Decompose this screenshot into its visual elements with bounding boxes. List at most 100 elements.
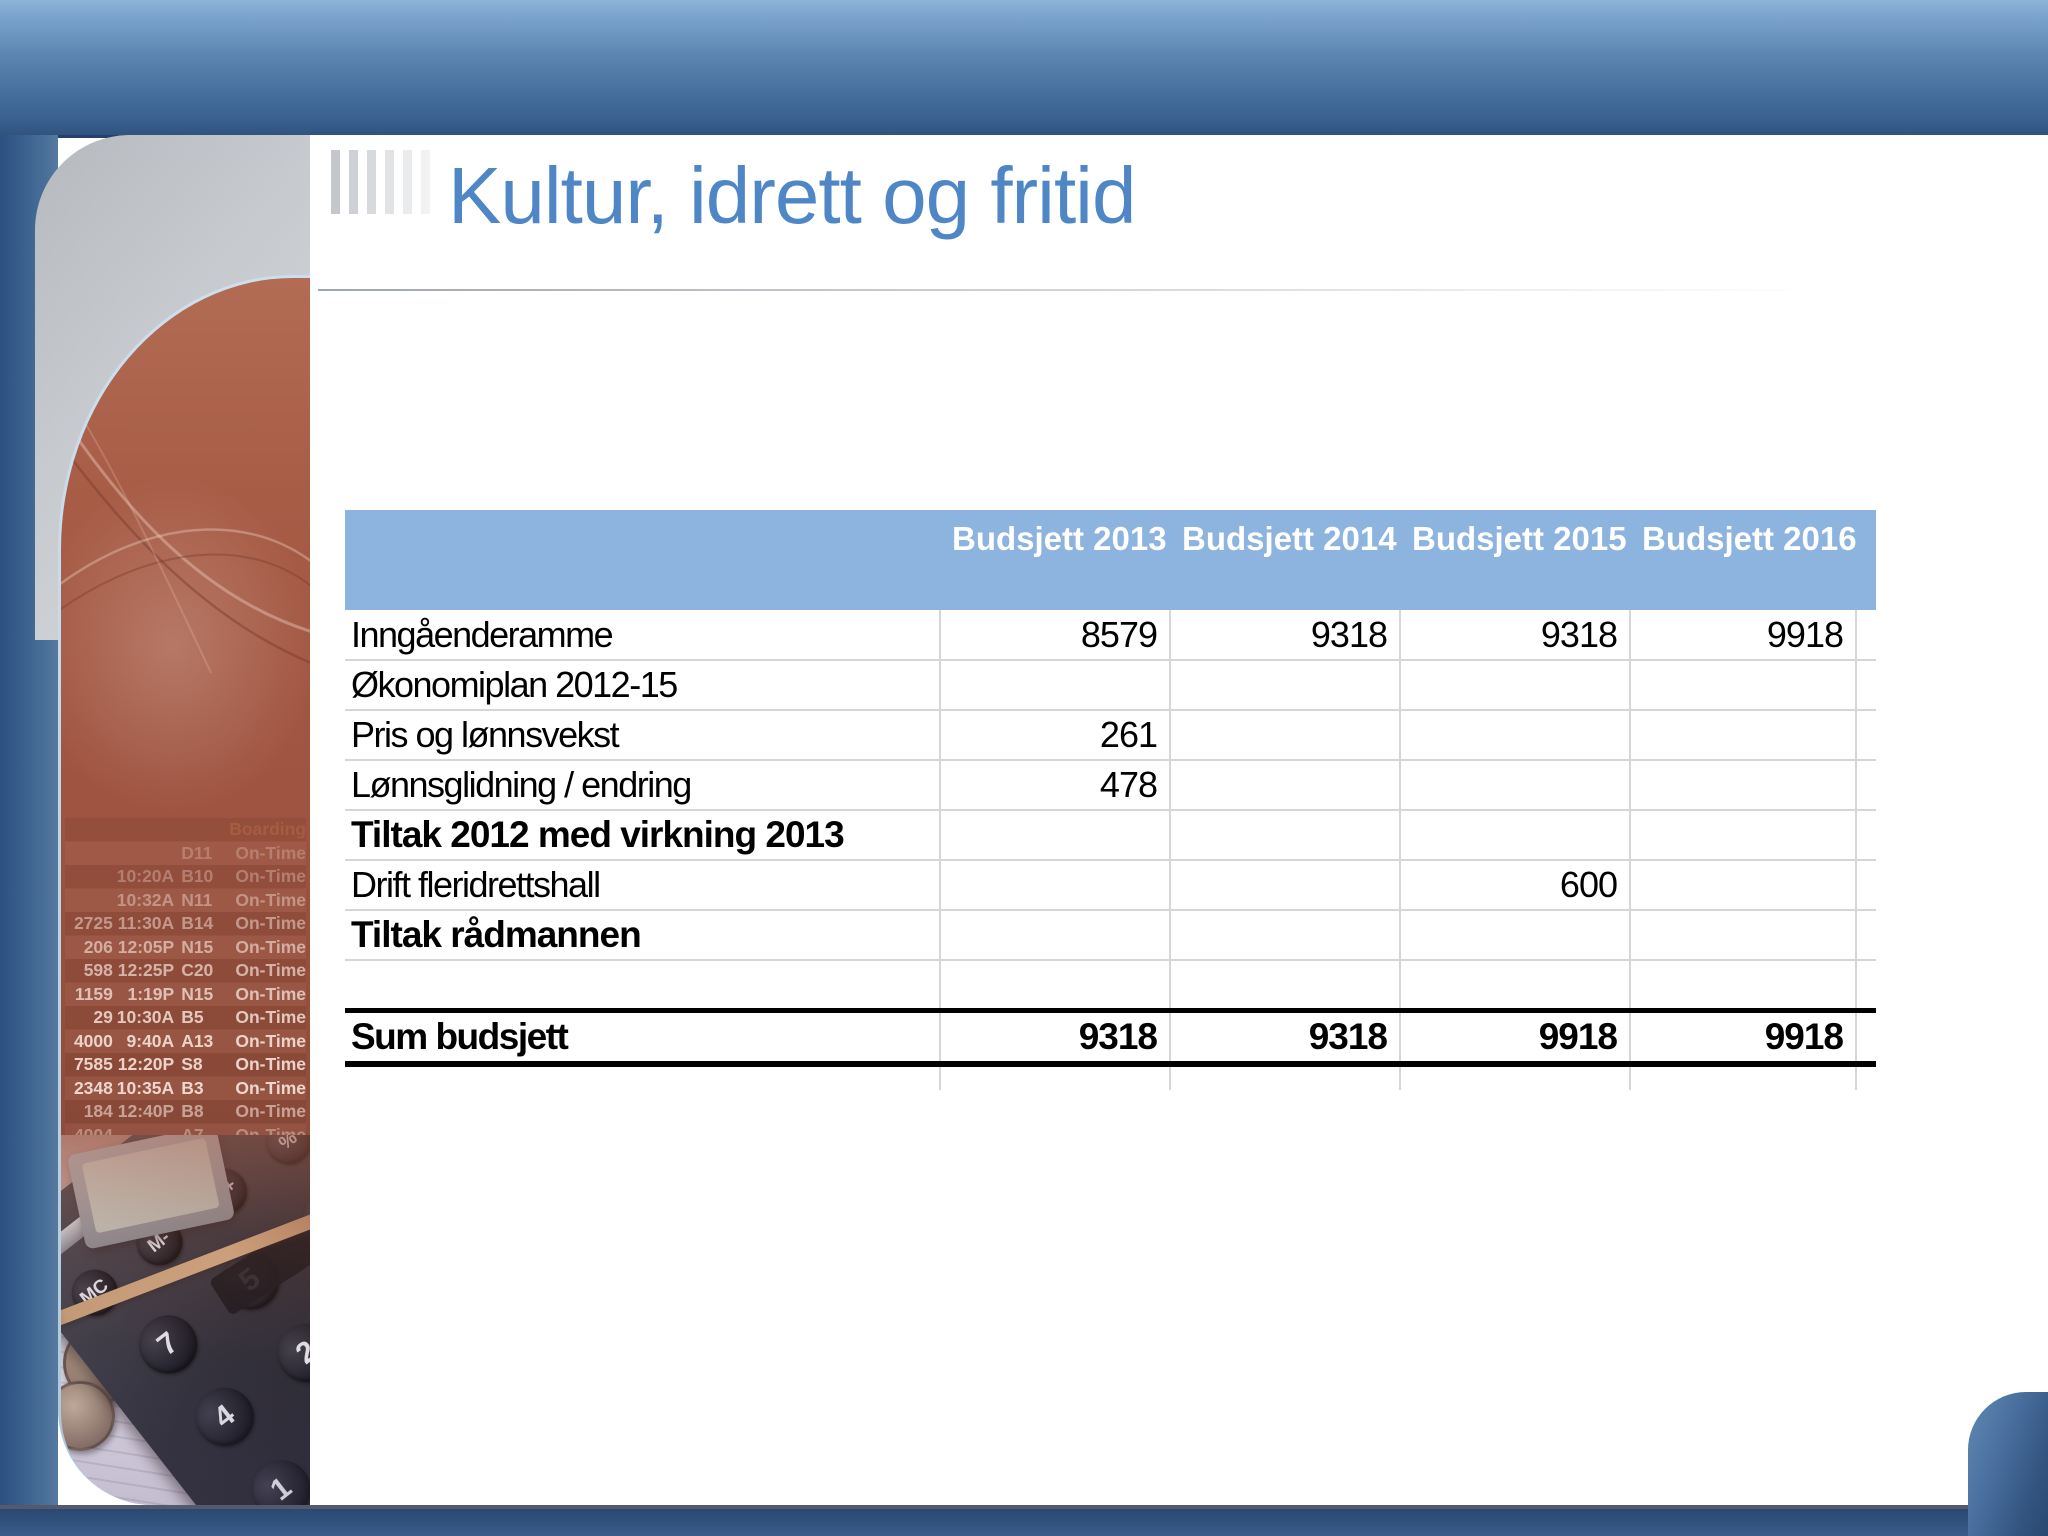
board-time: 12:40P <box>117 1101 175 1122</box>
table-row: Tiltak rådmannen <box>345 910 1876 961</box>
table-cell-value <box>1629 860 1856 911</box>
title-divider-line <box>318 289 1818 291</box>
board-gate: D11 <box>181 842 213 863</box>
board-row: 2725 11:30A B14 On-Time <box>65 912 306 936</box>
table-cell-spacer <box>1855 610 1876 661</box>
board-status: On-Time <box>235 1101 306 1122</box>
board-gate: B5 <box>181 1007 204 1028</box>
deco-bar <box>403 150 412 214</box>
table-cell-value <box>1629 710 1856 761</box>
table-cell-value <box>1169 810 1400 861</box>
board-time: 10:32A <box>116 889 175 910</box>
table-cell-label: Lønnsglidning / endring <box>345 760 940 811</box>
board-gate: A13 <box>181 1030 214 1051</box>
budget-table-header: Budsjett 2013 Budsjett 2014 Budsjett 2015 B… <box>345 510 1876 610</box>
table-cell-value <box>1169 960 1400 1011</box>
table-cell-value: 9318 <box>1399 610 1630 661</box>
table-column-header: Budsjett 2014 <box>1170 510 1400 610</box>
table-header-spacer <box>1856 510 1876 610</box>
frame-bottom-band <box>0 1505 2048 1536</box>
board-time: 9:40A <box>126 1030 175 1051</box>
table-row: Tiltak 2012 med virkning 2013 <box>345 810 1876 861</box>
board-time: 10:20A <box>116 866 175 887</box>
calculator-photo: MCM-M+%754210 <box>61 1135 310 1505</box>
table-cell-spacer <box>1855 810 1876 861</box>
board-status: On-Time <box>235 936 306 957</box>
table-cell-value: 8579 <box>939 610 1170 661</box>
title-decorative-bars <box>331 150 439 214</box>
board-status: On-Time <box>235 842 306 863</box>
board-status: On-Time <box>235 866 306 887</box>
board-gate: B10 <box>181 866 214 887</box>
table-row: Sum budsjett 9318 9318 9918 9918 <box>345 1007 1876 1067</box>
board-status: On-Time <box>235 960 306 981</box>
table-cell-spacer <box>1855 860 1876 911</box>
table-cell-value: 9318 <box>1169 610 1400 661</box>
board-row: 10:20A B10 On-Time <box>65 865 306 889</box>
table-cell-value: 261 <box>939 710 1170 761</box>
table-cell-value <box>1169 860 1400 911</box>
board-gate: N15 <box>181 936 214 957</box>
page-title: Kultur, idrett og fritid <box>448 151 1136 240</box>
table-cell-spacer <box>1855 910 1876 961</box>
deco-bar <box>367 150 376 214</box>
table-corner-header <box>345 510 940 610</box>
deco-bar <box>385 150 394 214</box>
copper-swirl-graphic <box>61 382 310 673</box>
board-row: 1159 1:19P N15 On-Time <box>65 983 306 1007</box>
table-cell-value <box>1629 1064 1856 1090</box>
board-row: 7585 12:20P S8 On-Time <box>65 1053 306 1077</box>
table-cell-spacer <box>1855 660 1876 711</box>
table-cell-label <box>345 960 940 1011</box>
table-cell-value: 9918 <box>1629 1007 1856 1067</box>
table-row: Lønnsglidning / endring 478 <box>345 760 1876 811</box>
board-time: 12:05P <box>117 936 175 957</box>
board-time: 1:19P <box>127 983 175 1004</box>
table-column-header: Budsjett 2013 <box>940 510 1170 610</box>
board-gate: B14 <box>181 913 214 934</box>
left-strip-copper-swoosh: Boarding D11 On-Time 10:20A B10 On-Time 10:32A… <box>61 278 310 1505</box>
table-cell-value: 9918 <box>1629 610 1856 661</box>
table-cell-value <box>1399 1064 1630 1090</box>
board-gate: C20 <box>181 960 214 981</box>
board-row: 29 10:30A B5 On-Time <box>65 1006 306 1030</box>
board-time: 10:30A <box>116 1007 175 1028</box>
table-cell-value: 478 <box>939 760 1170 811</box>
table-cell-value <box>1399 660 1630 711</box>
board-time: 11:30A <box>117 913 175 934</box>
table-row: Inngåenderamme 8579 9318 9318 9918 <box>345 610 1876 661</box>
table-row <box>345 1064 1876 1090</box>
table-cell-value <box>1399 960 1630 1011</box>
table-cell-label: Sum budsjett <box>345 1007 940 1067</box>
table-cell-value <box>1629 760 1856 811</box>
table-cell-label: Økonomiplan 2012-15 <box>345 660 940 711</box>
table-cell-label: Pris og lønnsvekst <box>345 710 940 761</box>
departure-board: Boarding D11 On-Time 10:20A B10 On-Time 10:32A… <box>65 818 306 1171</box>
board-row: 4000 9:40A A13 On-Time <box>65 1030 306 1054</box>
table-row <box>345 960 1876 1011</box>
table-cell-label: Inngåenderamme <box>345 610 940 661</box>
table-cell-label: Drift fleridrettshall <box>345 860 940 911</box>
table-cell-value <box>939 960 1170 1011</box>
table-cell-value <box>1399 760 1630 811</box>
board-row: 10:32A N11 On-Time <box>65 889 306 913</box>
deco-bar <box>421 150 430 214</box>
table-header-row: Budsjett 2013 Budsjett 2014 Budsjett 2015 B… <box>345 510 1876 610</box>
budget-table-body: Inngåenderamme 8579 9318 9318 9918 Økonomipla… <box>345 610 1876 1090</box>
deco-bar <box>349 150 358 214</box>
board-status: On-Time <box>235 1030 306 1051</box>
table-row: Drift fleridrettshall 600 <box>345 860 1876 911</box>
table-cell-value <box>1169 1064 1400 1090</box>
board-flight-number: 29 <box>93 1007 113 1028</box>
board-flight-number: 7585 <box>73 1054 113 1075</box>
table-cell-value <box>1169 710 1400 761</box>
table-cell-spacer <box>1855 760 1876 811</box>
table-cell-value <box>1629 660 1856 711</box>
table-cell-value <box>939 1064 1170 1090</box>
table-column-header: Budsjett 2015 <box>1400 510 1630 610</box>
board-time: 12:20P <box>117 1054 175 1075</box>
table-cell-value <box>939 910 1170 961</box>
table-row: Økonomiplan 2012-15 <box>345 660 1876 711</box>
board-gate: B8 <box>181 1101 204 1122</box>
